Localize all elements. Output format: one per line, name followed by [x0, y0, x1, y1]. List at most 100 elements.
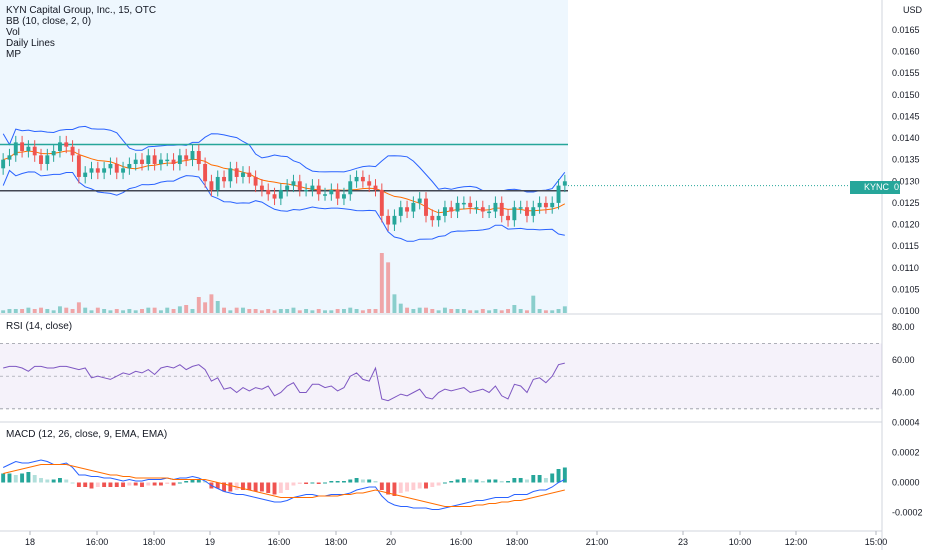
- indicator-daily-lines: Daily Lines: [6, 38, 55, 49]
- macd-histogram-bar: [247, 482, 252, 490]
- candle-body: [89, 168, 94, 173]
- volume-bar: [386, 262, 391, 313]
- volume-bar: [203, 302, 208, 313]
- macd-histogram-bar: [152, 482, 157, 486]
- macd-histogram-bar: [405, 482, 410, 492]
- volume-bar: [543, 310, 548, 313]
- volume-bar: [392, 294, 397, 313]
- volume-bar: [405, 307, 410, 313]
- volume-bar: [184, 305, 189, 313]
- macd-histogram-bar: [316, 482, 321, 484]
- volume-bar: [95, 307, 100, 313]
- macd-histogram-bar: [291, 482, 296, 486]
- time-tick-label: 16:00: [268, 537, 291, 547]
- candle-body: [152, 155, 157, 164]
- macd-histogram-bar: [146, 482, 151, 486]
- macd-histogram-bar: [70, 482, 75, 484]
- macd-histogram-bar: [468, 479, 473, 483]
- volume-bar: [348, 307, 353, 313]
- last-price-label: KYNC 0.0129: [850, 181, 922, 194]
- candle-body: [405, 207, 410, 212]
- candle-body: [51, 151, 56, 156]
- volume-bar: [241, 307, 245, 313]
- time-tick-label: 12:00: [785, 537, 808, 547]
- candle-body: [297, 181, 302, 190]
- volume-bar: [272, 310, 277, 313]
- volume-bar: [461, 309, 466, 313]
- candle-body: [215, 176, 220, 190]
- candle-body: [379, 189, 384, 216]
- time-tick-label: 18:00: [325, 537, 348, 547]
- volume-bar: [45, 309, 50, 313]
- macd-histogram-bar: [436, 482, 441, 486]
- candle-body: [449, 207, 454, 212]
- main-legend: KYN Capital Group, Inc., 15, OTC BB (10,…: [6, 5, 156, 60]
- candle-body: [543, 202, 548, 208]
- macd-tick-label: 0.0000: [892, 478, 920, 488]
- macd-histogram-bar: [278, 482, 283, 493]
- macd-histogram-bar: [76, 482, 81, 487]
- candle-body: [39, 155, 43, 164]
- candle-body: [310, 185, 315, 190]
- volume-bar: [253, 309, 258, 313]
- volume-bar: [196, 297, 201, 313]
- candle-body: [537, 202, 542, 208]
- candle-body: [70, 146, 75, 156]
- macd-histogram-bar: [57, 478, 62, 483]
- candle-body: [222, 176, 227, 182]
- rsi-tick-label: 40.00: [892, 388, 915, 398]
- macd-histogram-bar: [335, 481, 340, 483]
- volume-bar: [329, 310, 334, 313]
- time-tick-label: 18:00: [143, 537, 166, 547]
- candle-body: [259, 185, 264, 190]
- macd-histogram-bar: [518, 478, 523, 483]
- volume-bar: [177, 306, 182, 313]
- volume-bar: [411, 309, 416, 313]
- volume-bar: [278, 309, 283, 313]
- candle-body: [461, 202, 466, 205]
- macd-histogram-bar: [297, 482, 302, 484]
- candle-body: [177, 155, 182, 164]
- volume-bar: [512, 305, 517, 313]
- candle-body: [146, 155, 151, 164]
- price-tick-label: 0.0165: [892, 25, 920, 35]
- candle-body: [196, 151, 201, 164]
- volume-bar: [259, 310, 264, 313]
- price-label-value: 0.0129: [894, 182, 922, 192]
- volume-bar: [26, 307, 31, 313]
- time-tick-label: 20: [386, 537, 396, 547]
- price-tick-label: 0.0160: [892, 47, 920, 57]
- time-tick-label: 16:00: [450, 537, 473, 547]
- bb-basis-line: [3, 150, 566, 214]
- macd-histogram-bar: [417, 482, 422, 489]
- candle-body: [45, 155, 50, 164]
- volume-bar: [518, 309, 523, 313]
- macd-histogram-bar: [196, 479, 201, 483]
- macd-histogram-bar: [20, 473, 25, 483]
- macd-histogram-bar: [228, 482, 233, 492]
- macd-histogram-bar: [455, 479, 460, 483]
- candle-body: [140, 159, 144, 164]
- volume-bar: [556, 309, 561, 313]
- volume-bar: [304, 309, 309, 313]
- candle-body: [266, 189, 271, 195]
- indicator-mp: MP: [6, 49, 21, 60]
- candle-body: [354, 176, 359, 182]
- volume-bar: [127, 309, 132, 313]
- bb-upper-line: [2, 125, 566, 193]
- macd-histogram-bar: [32, 475, 37, 483]
- volume-bar: [190, 309, 195, 313]
- candle-body: [108, 163, 113, 169]
- macd-histogram-bar: [253, 482, 258, 492]
- volume-bar: [1, 310, 6, 313]
- macd-histogram-bar: [165, 482, 170, 484]
- candle-body: [360, 176, 365, 182]
- macd-histogram-bar: [1, 473, 6, 483]
- time-tick-label: 16:00: [86, 537, 109, 547]
- candle-body: [367, 181, 372, 186]
- macd-histogram-bar: [341, 481, 346, 483]
- macd-histogram-bar: [140, 482, 144, 487]
- candle-body: [13, 142, 18, 156]
- price-tick-label: 0.0120: [892, 220, 920, 230]
